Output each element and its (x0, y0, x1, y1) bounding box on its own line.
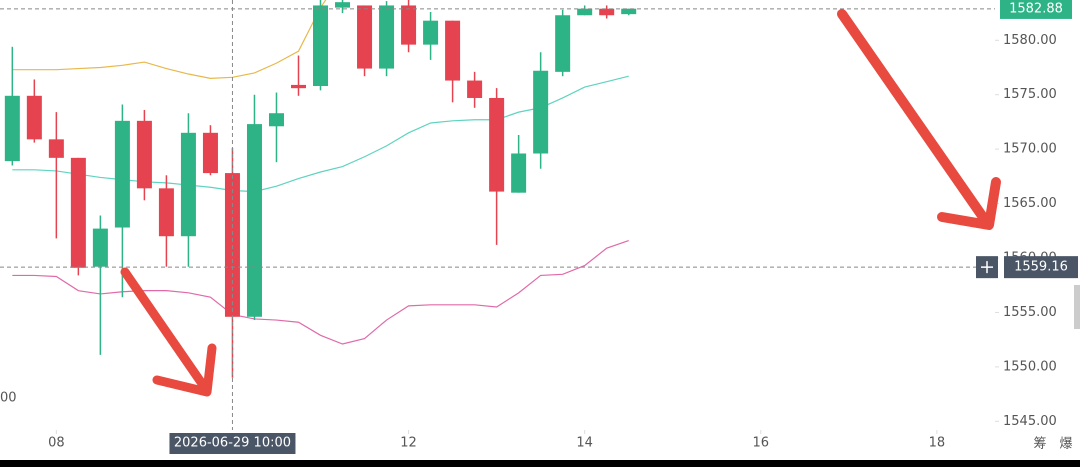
candle-body (599, 8, 615, 16)
candle-body (136, 120, 152, 189)
y-tick-label: 1575.00 (1003, 87, 1057, 102)
candle-body (511, 153, 527, 193)
last-price-label: 1582.88 (1009, 1, 1063, 16)
candle-body (70, 157, 86, 268)
x-tick-label: 14 (576, 436, 593, 451)
band-line (12, 240, 629, 345)
y-tick-label: 1570.00 (1003, 142, 1057, 157)
x-tick-label: 08 (48, 436, 65, 451)
side-handle[interactable] (1074, 285, 1080, 329)
candle-body (114, 120, 130, 228)
candle-body (467, 80, 483, 98)
x-tick-label: 12 (400, 436, 417, 451)
crosshair-y-badge (1004, 256, 1078, 279)
candle-body (48, 139, 64, 158)
candle-body (180, 132, 196, 237)
candle-body (445, 20, 461, 81)
candle-body (291, 84, 306, 89)
bottom-border (0, 460, 1080, 467)
plot-area (4, 0, 637, 378)
last-price-badge (1000, 0, 1072, 19)
crosshair-x-label: 2026-06-29 10:00 (174, 436, 291, 451)
candle-body (158, 188, 174, 237)
crosshair-y-label: 1559.16 (1014, 260, 1068, 275)
footer-icon[interactable]: 爆 (1059, 437, 1072, 452)
crosshair-plus (981, 261, 993, 274)
candle-body (423, 20, 439, 45)
candle-body (577, 8, 593, 16)
x-tick-label: 16 (753, 436, 770, 451)
y-tick-label: 1580.00 (1003, 33, 1057, 48)
candle-body (379, 5, 395, 69)
y-tick-label: 1550.00 (1003, 359, 1057, 374)
y-tick-label: 1555.00 (1003, 305, 1057, 320)
candle-body (335, 2, 351, 8)
arrow (837, 9, 1001, 230)
candle-body (533, 70, 549, 154)
candle-body (621, 8, 637, 15)
annotations (120, 9, 1001, 397)
candle-body (26, 95, 42, 140)
candle-body (357, 5, 373, 69)
candle-body (224, 173, 240, 317)
candle-body (202, 132, 218, 174)
footer-icon[interactable]: 筹 (1033, 436, 1046, 452)
candle-body (555, 15, 571, 72)
candle-body (401, 5, 417, 45)
x-tick-label: 18 (929, 436, 946, 451)
crosshair-x-badge (169, 433, 296, 454)
candle-body (4, 95, 20, 162)
y-tick-label: 1545.00 (1003, 414, 1057, 429)
candle-body (489, 97, 505, 192)
arrow (120, 267, 217, 397)
candle-body (246, 124, 262, 317)
y-tick-label: 1565.00 (1003, 196, 1057, 211)
candle-body (268, 113, 284, 127)
candle-body (313, 5, 329, 86)
cut-label: 00 (0, 391, 17, 406)
candle-body (92, 228, 108, 267)
